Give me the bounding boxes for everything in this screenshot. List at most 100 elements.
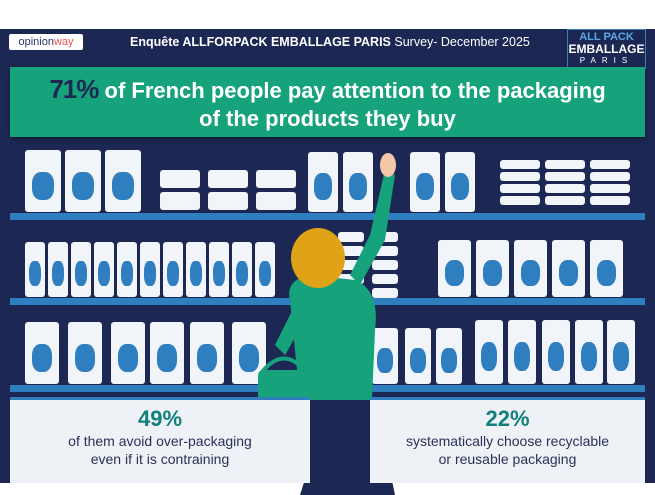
product-bottle [25,242,45,297]
product-pack [545,172,585,181]
product-label [72,171,94,200]
product-label [213,261,225,286]
product-pack [500,184,540,193]
product-jug [552,240,585,297]
product-label [547,342,565,372]
product-pack [372,274,398,284]
product-jug [590,240,623,297]
product-pack [338,232,364,242]
product-label [349,173,367,200]
product-tray [256,170,296,188]
product-tray [160,192,200,210]
product-label [236,261,248,286]
product-label [580,342,598,372]
product-pack [545,184,585,193]
product-bottle [405,328,431,384]
product-pack [500,160,540,169]
product-label [121,261,133,286]
product-bottle [71,242,91,297]
headline-text-2: of the products they buy [199,106,456,131]
product-bottle [140,242,160,297]
product-pack [338,260,364,270]
product-jug [476,240,509,297]
product-label [596,259,617,286]
product-label [144,261,156,286]
product-bottle [232,242,252,297]
product-pack [545,196,585,205]
header-title: Enquête ALLFORPACK EMBALLAGE PARIS Surve… [130,35,560,49]
product-box [105,150,141,212]
product-bottle [163,242,183,297]
product-label [410,347,426,373]
product-label [451,173,469,200]
logo-line3: PARIS [579,56,634,65]
basket-handle [260,356,308,374]
product-pack [590,160,630,169]
product-bottle [372,328,398,384]
product-bottle [445,152,475,212]
product-label [52,261,64,286]
product-label [74,343,96,372]
product-pack [590,196,630,205]
hand [380,153,396,177]
product-jug [438,240,471,297]
stat-text-2: or reusable packaging [438,451,577,467]
stat-percent: 49% [137,406,183,431]
product-bottle [575,320,603,384]
product-pack [590,184,630,193]
logo-line1: ALL PACK [579,31,634,43]
product-bottle [436,328,462,384]
lower-arm [275,305,305,355]
logo-line2: EMBALLAGE [568,42,645,56]
product-pack [372,288,398,298]
product-bottle [209,242,229,297]
product-box [25,150,61,212]
product-label [117,343,139,372]
product-label [444,259,465,286]
stat-card-recyclable: 22% systematically choose recyclable or … [370,397,645,483]
product-bottle [186,242,206,297]
product-tray [208,192,248,210]
product-spray [25,322,59,384]
product-bottle [607,320,635,384]
product-tray [208,170,248,188]
product-pack [372,246,398,256]
product-label [482,259,503,286]
product-label [196,343,218,372]
stat-text-1: of them avoid over-packaging [68,433,252,449]
product-label [238,343,260,372]
product-label [190,261,202,286]
logo-text: opinion [18,36,54,48]
product-pack [372,260,398,270]
torso [289,275,376,400]
stat-text-2: even if it is contraining [90,451,230,467]
headline-banner: 71% of French people pay attention to th… [10,67,645,137]
stat-text-1: systematically choose recyclable [405,433,610,449]
headline-percent: 71% [49,74,99,104]
product-bottle [94,242,114,297]
shelf [10,213,645,220]
product-label [31,343,53,372]
product-label [29,261,41,286]
product-label [259,261,271,286]
title-bold: Enquête ALLFORPACK EMBALLAGE PARIS [130,35,391,49]
product-label [480,342,498,372]
product-spray [150,322,184,384]
product-label [441,347,457,373]
headline-text-1: of French people pay attention to the pa… [104,78,606,103]
product-spray [111,322,145,384]
product-label [75,261,87,286]
logo-text-accent: way [53,36,74,48]
product-spray [190,322,224,384]
product-label [416,173,434,200]
product-pack [500,196,540,205]
product-label [520,259,541,286]
title-rest: Survey- December 2025 [390,35,530,49]
product-tray [256,192,296,210]
product-label [112,171,134,200]
product-bottle [343,152,373,212]
product-pack [338,274,364,284]
product-label [167,261,179,286]
product-bottle [308,152,338,212]
stat-percent: 22% [485,406,530,431]
